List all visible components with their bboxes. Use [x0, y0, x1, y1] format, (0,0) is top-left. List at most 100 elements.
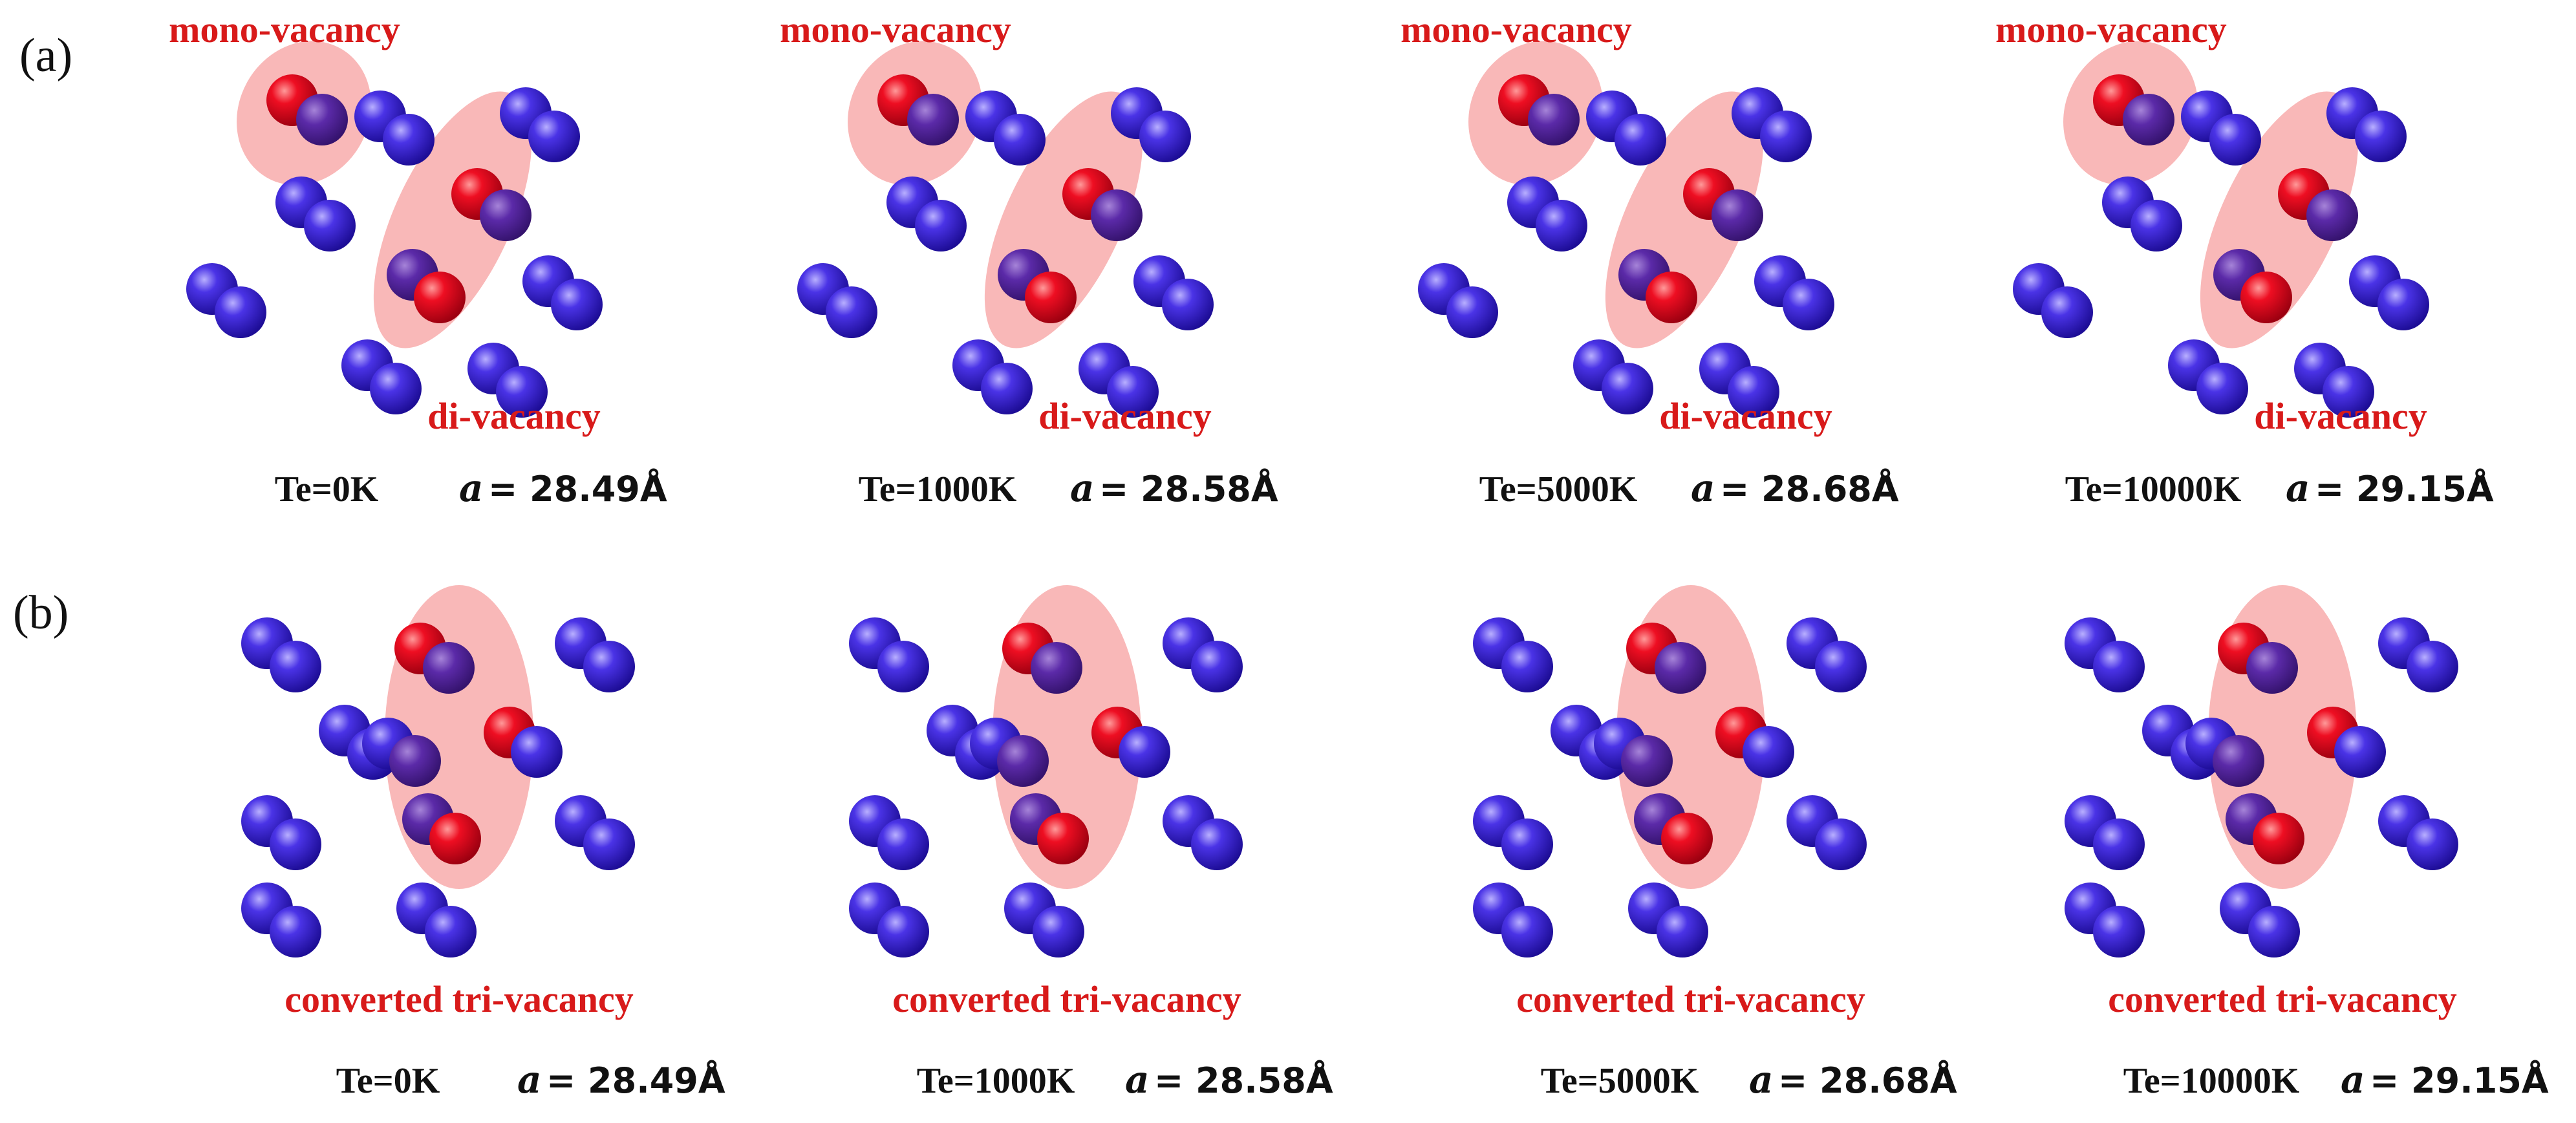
- blue-atom-pair-5-front-atom: [2248, 906, 2300, 957]
- mono-vacancy-label: mono-vacancy: [1401, 8, 1632, 50]
- blue-atom-pair-3-front-atom: [1139, 111, 1191, 162]
- lattice-symbol: a: [2286, 466, 2310, 510]
- lattice-value: = 29.15Å: [2370, 1060, 2549, 1101]
- tri-vacancy-blue-atom-2: [2334, 726, 2386, 778]
- blue-atom-pair-3-front-atom: [1760, 111, 1812, 162]
- mono-vacancy-label: mono-vacancy: [780, 8, 1011, 50]
- blue-atom-pair-5-front-atom: [1033, 906, 1084, 957]
- di-vacancy-label: di-vacancy: [2254, 395, 2427, 437]
- lattice-symbol: a: [1691, 466, 1715, 510]
- tri-vacancy-purple-atom-1: [423, 642, 475, 694]
- blue-atom-pair-4-front-atom: [1815, 818, 1867, 870]
- blue-atom-pair-6-front-atom: [1107, 366, 1159, 418]
- blue-atom-pair-0-front-atom: [877, 641, 929, 692]
- tri-vacancy-purple-atom-3: [1621, 735, 1673, 787]
- blue-atom-pair-6-front-atom: [877, 906, 929, 957]
- lattice-value: = 28.68Å: [1720, 469, 1899, 509]
- tri-vacancy-label: converted tri-vacancy: [2108, 978, 2457, 1020]
- lattice-value: = 28.68Å: [1778, 1060, 1957, 1101]
- blue-atom-pair-2-front-atom: [2041, 286, 2093, 338]
- blue-atom-pair-0-front-atom: [1501, 641, 1553, 692]
- blue-atom-pair-3-front-atom: [528, 111, 580, 162]
- blue-atom-pair-2-front-atom: [877, 818, 929, 870]
- tri-vacancy-red-atom-4: [2253, 813, 2304, 864]
- temperature-label: Te=5000K: [1541, 1061, 1699, 1101]
- lattice-value: = 28.49Å: [488, 469, 667, 509]
- blue-atom-pair-0-front-atom: [1615, 114, 1666, 166]
- tri-vacancy-blue-atom-2: [1743, 726, 1794, 778]
- blue-atom-pair-0-front-atom: [2093, 641, 2145, 692]
- lattice-symbol: a: [459, 466, 484, 510]
- lattice-symbol: a: [517, 1058, 542, 1102]
- blue-atom-pair-4-front-atom: [1602, 363, 1653, 414]
- mono-vacancy-label: mono-vacancy: [169, 8, 400, 50]
- panel-a-cell-2: mono-vacancy di-vacancy Te=5000K a = 28.68Å: [1401, 8, 1899, 510]
- blue-atom-pair-2-front-atom: [270, 818, 321, 870]
- tri-vacancy-purple-atom-1: [1655, 642, 1706, 694]
- di-vacancy-purple-atom: [2306, 189, 2358, 241]
- tri-vacancy-blue-atom-2: [511, 726, 563, 778]
- blue-atom-pair-6-front-atom: [2093, 906, 2145, 957]
- mono-vacancy-purple-atom: [2123, 94, 2174, 145]
- mono-vacancy-label: mono-vacancy: [1995, 8, 2227, 50]
- blue-atom-pair-5-front-atom: [425, 906, 477, 957]
- blue-atom-pair-0-front-atom: [383, 114, 435, 166]
- blue-atom-pair-0-front-atom: [270, 641, 321, 692]
- di-vacancy-red-atom-lower: [414, 272, 466, 323]
- blue-atom-pair-5-front-atom: [551, 279, 603, 330]
- mono-vacancy-purple-atom: [1528, 94, 1580, 145]
- temperature-label: Te=0K: [275, 469, 379, 509]
- blue-atom-pair-6-front-atom: [496, 366, 548, 418]
- di-vacancy-red-atom-lower: [1646, 272, 1697, 323]
- blue-atom-pair-3-front-atom: [583, 641, 635, 692]
- tri-vacancy-label: converted tri-vacancy: [1516, 978, 1865, 1020]
- tri-vacancy-purple-atom-1: [2246, 642, 2298, 694]
- blue-atom-pair-1-front-atom: [1536, 200, 1587, 251]
- tri-vacancy-red-atom-4: [429, 813, 481, 864]
- lattice-symbol: a: [1749, 1058, 1774, 1102]
- temperature-label: Te=5000K: [1479, 469, 1638, 509]
- blue-atom-pair-6-front-atom: [2323, 366, 2374, 418]
- lattice-value: = 28.58Å: [1154, 1060, 1333, 1101]
- blue-atom-pair-2-front-atom: [826, 286, 877, 338]
- temperature-label: Te=10000K: [2065, 469, 2242, 509]
- tri-vacancy-purple-atom-3: [2213, 735, 2264, 787]
- panel-a-cell-3: mono-vacancy di-vacancy Te=10000K a = 29.15Å: [1995, 8, 2494, 510]
- tri-vacancy-label: converted tri-vacancy: [284, 978, 634, 1020]
- blue-atom-pair-5-front-atom: [1783, 279, 1834, 330]
- blue-atom-pair-1-front-atom: [304, 200, 356, 251]
- di-vacancy-red-atom-lower: [1025, 272, 1077, 323]
- blue-atom-pair-4-front-atom: [981, 363, 1033, 414]
- panel-b-cell-3: converted tri-vacancy Te=10000K a = 29.15Å: [2065, 585, 2549, 1102]
- blue-atom-pair-4-front-atom: [583, 818, 635, 870]
- blue-atom-pair-5-front-atom: [1657, 906, 1708, 957]
- blue-atom-pair-2-front-atom: [1446, 286, 1498, 338]
- di-vacancy-label: di-vacancy: [1659, 395, 1832, 437]
- blue-atom-pair-5-front-atom: [2377, 279, 2429, 330]
- blue-atom-pair-2-front-atom: [2093, 818, 2145, 870]
- tri-vacancy-label: converted tri-vacancy: [892, 978, 1241, 1020]
- blue-atom-pair-2-front-atom: [1501, 818, 1553, 870]
- temperature-label: Te=1000K: [917, 1061, 1075, 1101]
- tri-vacancy-purple-atom-3: [997, 735, 1049, 787]
- blue-atom-pair-6-front-atom: [270, 906, 321, 957]
- di-vacancy-purple-atom: [1712, 189, 1763, 241]
- di-vacancy-label: di-vacancy: [427, 395, 600, 437]
- tri-vacancy-blue-atom-2: [1119, 726, 1170, 778]
- lattice-symbol: a: [1070, 466, 1095, 510]
- blue-atom-pair-5-front-atom: [1162, 279, 1214, 330]
- tri-vacancy-red-atom-4: [1037, 813, 1089, 864]
- blue-atom-pair-4-front-atom: [2407, 818, 2458, 870]
- panel-b-cell-2: converted tri-vacancy Te=5000K a = 28.68Å: [1473, 585, 1957, 1102]
- blue-atom-pair-2-front-atom: [215, 286, 266, 338]
- tri-vacancy-purple-atom-1: [1031, 642, 1082, 694]
- panel-b-cell-1: converted tri-vacancy Te=1000K a = 28.58Å: [849, 585, 1333, 1102]
- blue-atom-pair-3-front-atom: [1815, 641, 1867, 692]
- panel-b-letter: (b): [13, 586, 69, 639]
- blue-atom-pair-3-front-atom: [1191, 641, 1243, 692]
- blue-atom-pair-0-front-atom: [2209, 114, 2261, 166]
- blue-atom-pair-1-front-atom: [915, 200, 967, 251]
